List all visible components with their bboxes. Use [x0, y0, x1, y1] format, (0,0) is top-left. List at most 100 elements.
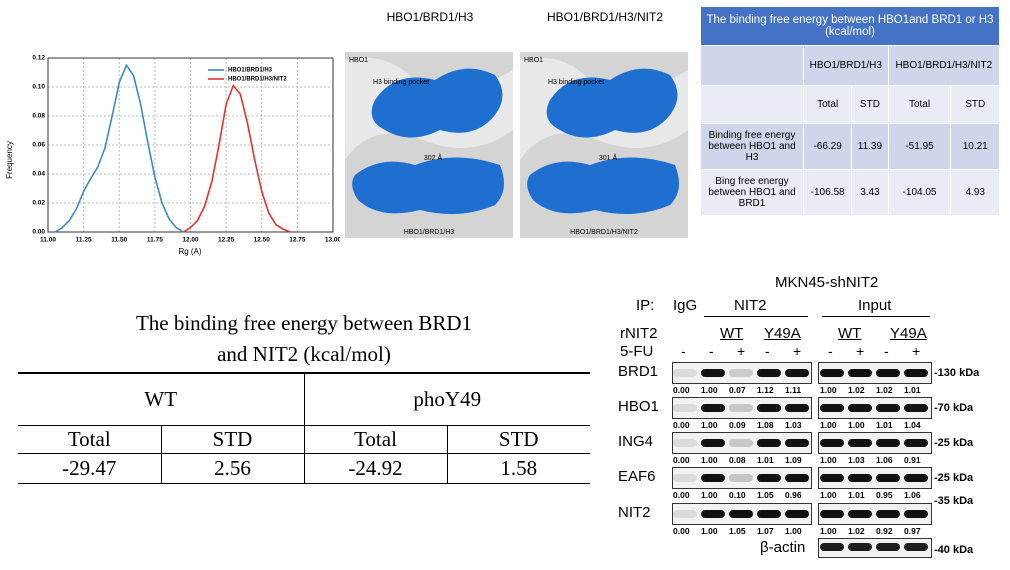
band [904, 543, 928, 551]
row-name: ING4 [618, 433, 654, 450]
fu-sign: + [737, 343, 746, 359]
band [729, 474, 753, 482]
quant: 0.97 [904, 526, 921, 536]
size-marker: -70 kDa [934, 402, 974, 414]
structure-distance: 301 Å [599, 153, 618, 162]
x-tick-label: 12.25 [218, 237, 235, 244]
y-axis-label: Frequency [5, 141, 14, 179]
fu-label: 5-FU [620, 343, 654, 360]
row-name: NIT2 [618, 504, 651, 521]
quant: 1.12 [757, 385, 774, 395]
band [876, 404, 900, 412]
h3-blob [371, 68, 503, 138]
row-name: HBO1 [618, 398, 659, 415]
table-bottom-title: The binding free energy between BRD1 and… [135, 311, 473, 366]
value-cell: 2.56 [160, 453, 304, 484]
underline [822, 316, 930, 317]
h3-blob [352, 157, 504, 214]
value-cell: 1.58 [446, 453, 590, 484]
band [785, 510, 809, 518]
x-tick-label: 12.50 [254, 237, 271, 244]
y-tick-label: 0.06 [32, 142, 45, 149]
band [701, 439, 725, 447]
plot-frame [47, 57, 334, 233]
structure-corner: HBO1 [524, 57, 543, 64]
band [848, 543, 872, 551]
y-tick-label: 0.10 [32, 84, 45, 91]
subheader: Total [18, 425, 161, 454]
band [904, 439, 928, 447]
ip-group: Input [858, 297, 892, 314]
band [673, 404, 697, 412]
band [904, 369, 928, 377]
quant: 1.11 [785, 385, 802, 395]
table-row: HBO1/BRD1/H3 HBO1/BRD1/H3/NIT2 [700, 45, 1001, 86]
table-row: Bing free energy between HBO1 and BRD1 -1… [700, 169, 1000, 216]
quant: 1.00 [701, 385, 718, 395]
ip-group: NIT2 [734, 297, 767, 314]
quant: 1.00 [820, 420, 837, 430]
fu-sign: - [765, 343, 770, 359]
structure-footer: HBO1/BRD1/H3/NIT2 [570, 229, 638, 236]
size-marker: -25 kDa [934, 472, 974, 484]
band [876, 439, 900, 447]
quant: 0.08 [729, 455, 746, 465]
blot-panel [818, 432, 932, 454]
band [820, 474, 844, 482]
fu-sign: + [856, 343, 865, 359]
blot-panel [672, 362, 812, 384]
quant: 1.00 [848, 420, 865, 430]
x-tick-label: 12.75 [289, 237, 306, 244]
band [757, 510, 781, 518]
table-row: WT phoY49 [18, 372, 590, 426]
quant: 0.10 [729, 490, 746, 500]
row-name: EAF6 [618, 468, 656, 485]
x-tick-label: 11.50 [111, 237, 127, 244]
group-header: HBO1/BRD1/H3/NIT2 [887, 45, 1001, 86]
quant: 1.00 [820, 455, 837, 465]
structure-title: HBO1/BRD1/H3 [387, 10, 474, 24]
subheader: Total [887, 85, 952, 124]
structure-distance: 302 Å [424, 153, 443, 162]
band [785, 369, 809, 377]
band [904, 404, 928, 412]
quant: 1.00 [701, 420, 718, 430]
rnit2-group: WT [720, 325, 744, 342]
value-cell: 10.21 [950, 123, 1000, 170]
rg-chart: Frequency Rg (A) 0.00 0.02 0.04 0.06 0.08 0.1… [5, 55, 340, 256]
band [785, 439, 809, 447]
quant: 1.00 [820, 526, 837, 536]
rnit2-label: rNIT2 [620, 325, 658, 342]
structure-title: HBO1/BRD1/H3/NIT2 [547, 10, 663, 24]
band [820, 404, 844, 412]
quant: 1.08 [757, 420, 774, 430]
quant: 1.09 [785, 455, 802, 465]
y-tick-label: 0.12 [32, 55, 45, 62]
blot-panel [818, 397, 932, 419]
band [757, 439, 781, 447]
fu-sign: - [709, 343, 714, 359]
quant: 0.96 [785, 490, 802, 500]
structure-corner: HBO1 [349, 57, 368, 64]
band [673, 474, 697, 482]
quant: 0.09 [729, 420, 746, 430]
subheader: STD [851, 85, 889, 124]
quant: 1.05 [757, 490, 774, 500]
band [701, 369, 725, 377]
quant: 1.00 [820, 385, 837, 395]
y-tick-label: 0.08 [32, 113, 45, 120]
quant: 1.02 [876, 385, 893, 395]
underline [704, 316, 808, 317]
value-cell: -24.92 [303, 453, 447, 484]
subheader: Total [802, 85, 853, 124]
x-tick-label: 13.00 [325, 237, 340, 244]
y-tick-label: 0.04 [32, 171, 45, 178]
band [729, 510, 753, 518]
quant: 0.91 [904, 455, 921, 465]
blot-panel [672, 397, 812, 419]
quant: 1.01 [876, 420, 893, 430]
value-cell: 3.43 [851, 169, 889, 216]
band [673, 369, 697, 377]
